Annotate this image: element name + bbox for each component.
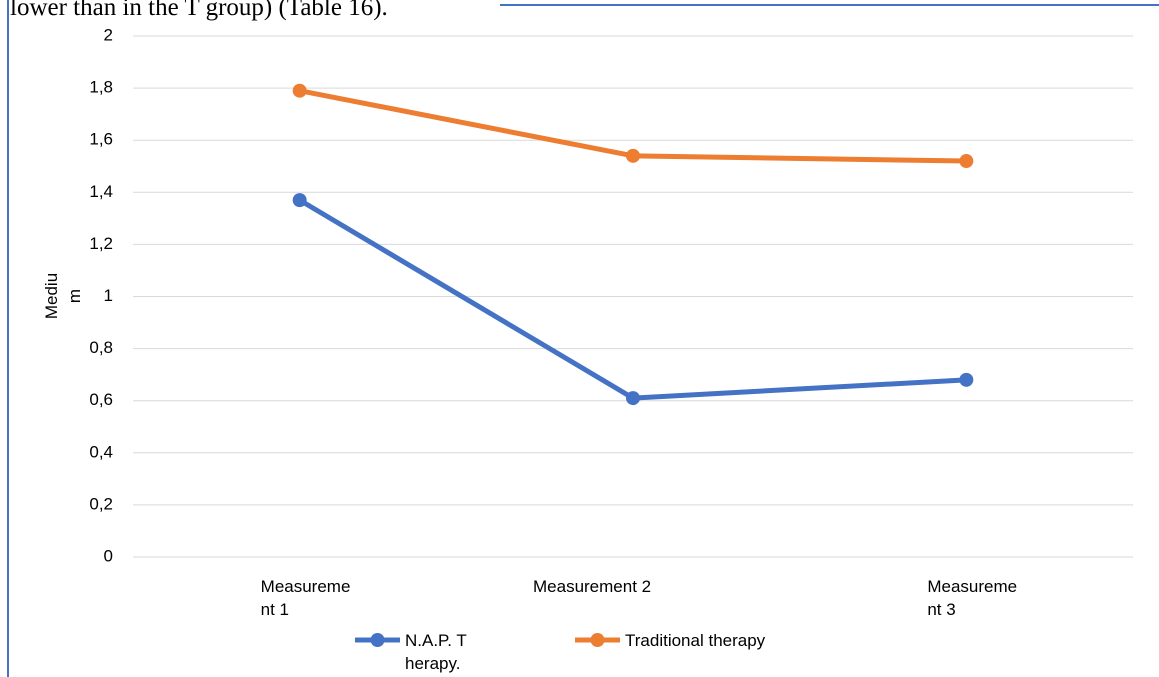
data-point [959,372,974,387]
y-tick-label: 0 [104,546,113,565]
legend-marker [370,633,385,647]
legend-label: N.A.P. Therapy. [405,631,467,673]
data-point [626,148,640,163]
y-tick-label: 1 [104,286,113,305]
x-tick-label: Measurement 1 [260,577,351,619]
y-axis-label: Medium [42,272,84,320]
y-tick-label: 2 [104,25,113,44]
y-tick-label: 0,2 [89,494,113,513]
document-text: lower than in the T group) (Table 16). [10,0,388,21]
legend-marker [590,633,605,647]
series-line [298,197,967,401]
data-point [292,83,307,98]
y-tick-label: 0,4 [89,442,113,461]
y-tick-label: 1,6 [89,130,113,149]
x-tick-label: Measurement 3 [927,577,1018,619]
data-point [626,391,640,406]
y-tick-label: 1,4 [89,182,113,201]
y-tick-label: 0,8 [89,338,113,357]
y-tick-label: 1,8 [89,78,113,97]
legend-label: Traditional therapy [625,631,766,650]
data-point [959,154,974,169]
data-point [292,193,307,208]
x-tick-label: Measurement 2 [533,577,652,596]
y-tick-label: 0,6 [89,390,113,409]
y-tick-label: 1,2 [89,234,113,253]
